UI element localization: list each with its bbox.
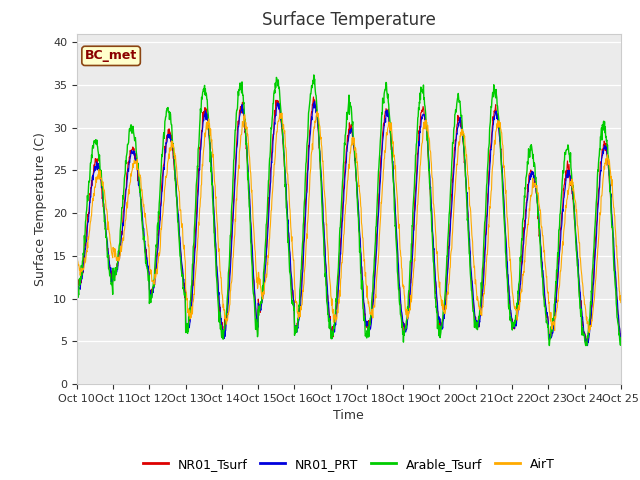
X-axis label: Time: Time: [333, 409, 364, 422]
NR01_PRT: [434, 300, 442, 306]
Y-axis label: Surface Temperature (C): Surface Temperature (C): [35, 132, 47, 286]
NR01_Tsurf: [180, 288, 188, 294]
Arable_Tsurf: [505, 304, 513, 310]
AirT: [617, 300, 625, 305]
AirT: [434, 258, 442, 264]
NR01_Tsurf: [553, 286, 561, 292]
Arable_Tsurf: [73, 292, 81, 298]
NR01_PRT: [255, 303, 262, 309]
AirT: [553, 309, 561, 314]
AirT: [586, 330, 593, 336]
NR01_PRT: [311, 98, 319, 104]
Arable_Tsurf: [194, 164, 202, 170]
AirT: [255, 269, 262, 275]
Legend: NR01_Tsurf, NR01_PRT, Arable_Tsurf, AirT: NR01_Tsurf, NR01_PRT, Arable_Tsurf, AirT: [138, 453, 560, 476]
Arable_Tsurf: [255, 312, 262, 318]
NR01_Tsurf: [73, 281, 81, 287]
Arable_Tsurf: [617, 335, 625, 341]
Arable_Tsurf: [545, 343, 553, 348]
Line: AirT: AirT: [77, 112, 621, 333]
NR01_PRT: [73, 281, 81, 287]
NR01_PRT: [583, 343, 591, 348]
NR01_Tsurf: [194, 186, 202, 192]
Line: Arable_Tsurf: Arable_Tsurf: [77, 75, 621, 346]
Arable_Tsurf: [553, 269, 561, 275]
NR01_Tsurf: [255, 300, 262, 306]
NR01_Tsurf: [310, 94, 317, 100]
NR01_PRT: [617, 336, 625, 341]
Arable_Tsurf: [434, 326, 442, 332]
AirT: [314, 109, 321, 115]
Line: NR01_PRT: NR01_PRT: [77, 101, 621, 346]
NR01_PRT: [180, 286, 188, 291]
Arable_Tsurf: [180, 293, 188, 299]
Text: BC_met: BC_met: [85, 49, 137, 62]
Title: Surface Temperature: Surface Temperature: [262, 11, 436, 29]
NR01_Tsurf: [583, 343, 591, 348]
NR01_Tsurf: [434, 307, 442, 313]
NR01_Tsurf: [617, 331, 625, 337]
Line: NR01_Tsurf: NR01_Tsurf: [77, 97, 621, 346]
NR01_PRT: [505, 281, 513, 287]
NR01_Tsurf: [505, 284, 513, 290]
NR01_PRT: [194, 195, 202, 201]
AirT: [505, 236, 513, 242]
AirT: [73, 252, 81, 258]
AirT: [180, 252, 188, 257]
Arable_Tsurf: [310, 72, 317, 78]
AirT: [194, 237, 202, 242]
NR01_PRT: [553, 292, 561, 298]
